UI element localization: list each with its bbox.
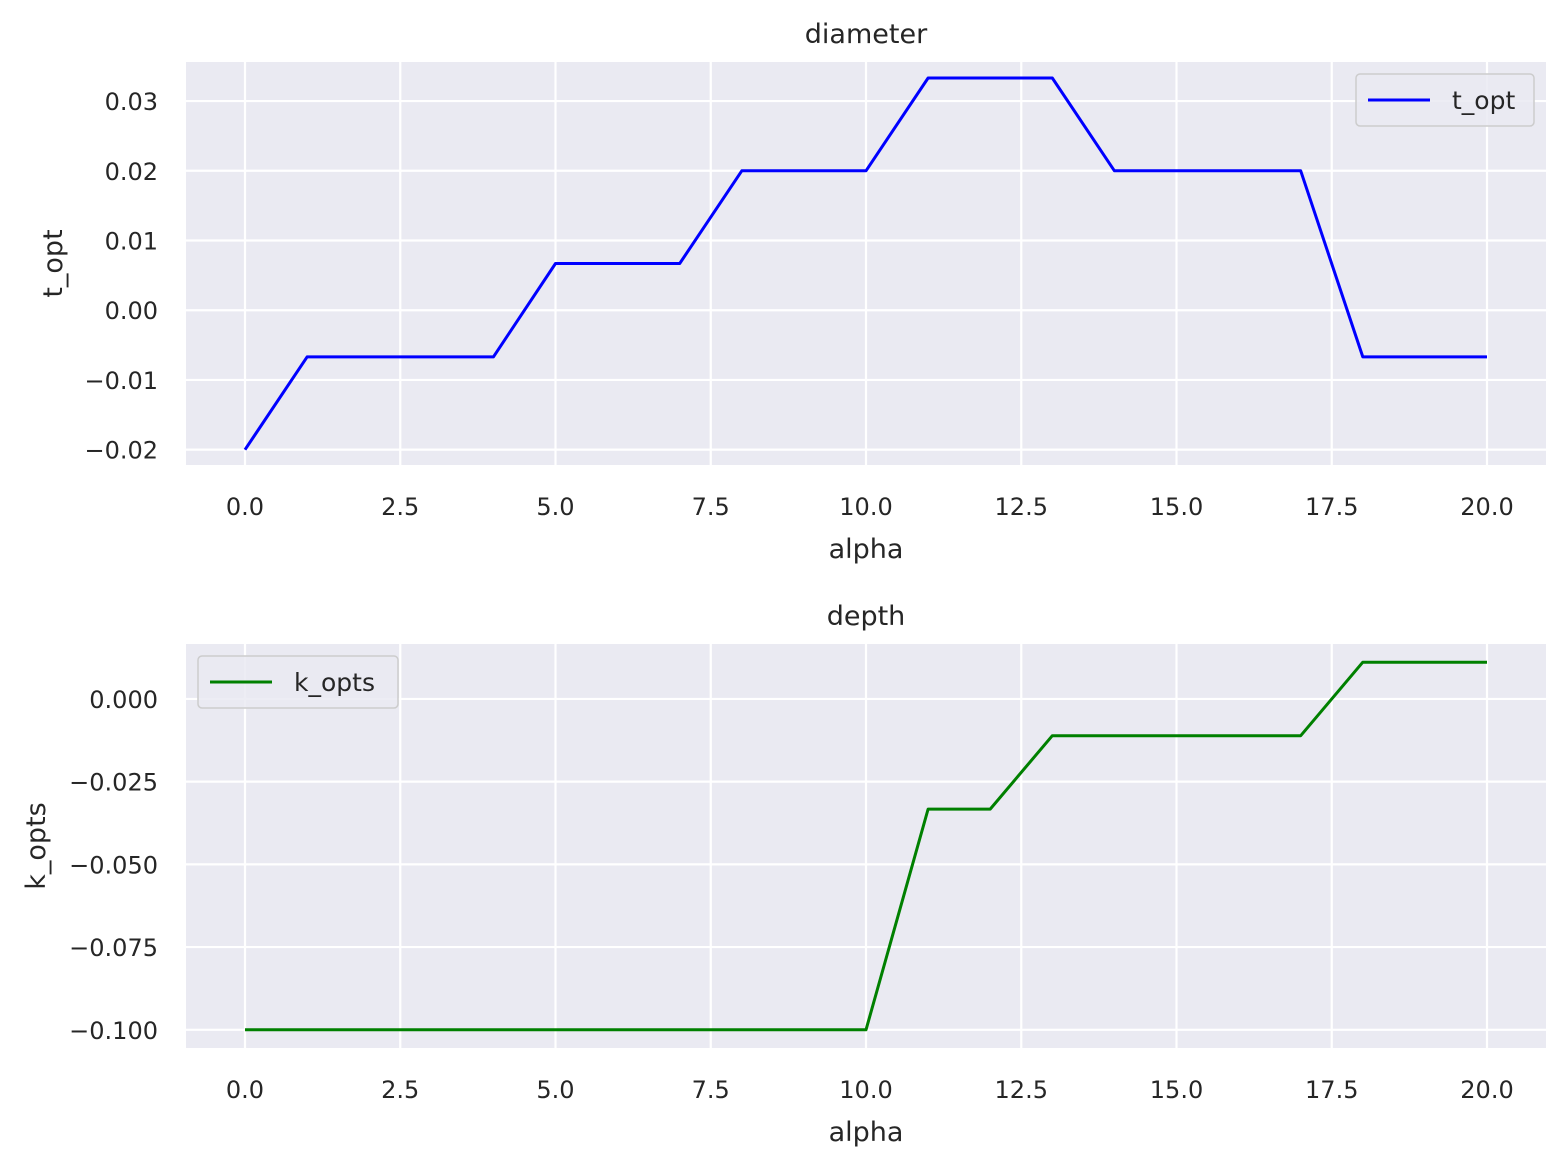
- y-tick-label: −0.050: [69, 851, 158, 879]
- x-tick-label: 5.0: [536, 1076, 574, 1104]
- x-axis-label: alpha: [829, 534, 904, 565]
- series-lines: [243, 76, 1487, 451]
- chart-title: diameter: [805, 19, 928, 50]
- series-lines: [245, 660, 1487, 1032]
- legend-box: [1355, 73, 1535, 127]
- x-tick-label: 12.5: [995, 1076, 1048, 1104]
- x-axis-label: alpha: [829, 1117, 904, 1148]
- x-tick-label: 10.0: [839, 493, 892, 521]
- y-tick-label: 0.02: [105, 158, 158, 186]
- x-tick-label: 17.5: [1305, 1076, 1358, 1104]
- y-tick-label: 0.01: [105, 227, 158, 255]
- y-tick-labels: −0.02 −0.01 0.00 0.01 0.02 0.03: [84, 88, 158, 465]
- x-tick-label: 2.5: [381, 1076, 419, 1104]
- y-axis-label: t_opt: [38, 229, 69, 297]
- legend-box: [197, 655, 399, 709]
- series-line: [243, 76, 1487, 451]
- y-tick-label: −0.01: [84, 367, 158, 395]
- grid-lines: [186, 644, 1546, 1048]
- x-tick-label: 20.0: [1460, 1076, 1513, 1104]
- y-tick-label: 0.000: [89, 686, 158, 714]
- x-tick-labels: 0.0 2.5 5.0 7.5 10.0 12.5 15.0 17.5 20.0: [226, 493, 1514, 521]
- y-tick-label: 0.00: [105, 297, 158, 325]
- x-tick-labels: 0.0 2.5 5.0 7.5 10.0 12.5 15.0 17.5 20.0: [226, 1076, 1514, 1104]
- legend: k_opts: [197, 655, 399, 709]
- x-tick-label: 5.0: [536, 493, 574, 521]
- subplot-depth: 0.0 2.5 5.0 7.5 10.0 12.5 15.0 17.5 20.0 −0.100−…: [21, 601, 1546, 1148]
- y-tick-label: −0.075: [69, 934, 158, 962]
- x-tick-label: 2.5: [381, 493, 419, 521]
- x-tick-label: 12.5: [995, 493, 1048, 521]
- chart-title: depth: [827, 601, 906, 632]
- y-tick-label: −0.025: [69, 769, 158, 797]
- legend: t_opt: [1355, 73, 1535, 127]
- x-tick-label: 7.5: [692, 1076, 730, 1104]
- y-tick-label: −0.100: [69, 1017, 158, 1045]
- legend-label: t_opt: [1452, 86, 1515, 115]
- y-tick-label: −0.02: [84, 437, 158, 465]
- y-tick-label: 0.03: [105, 88, 158, 116]
- x-tick-label: 10.0: [839, 1076, 892, 1104]
- x-tick-label: 0.0: [226, 1076, 264, 1104]
- subplot-diameter: 0.0 2.5 5.0 7.5 10.0 12.5 15.0 17.5 20.0 −0.02−0…: [38, 19, 1546, 565]
- x-tick-label: 20.0: [1460, 493, 1513, 521]
- y-tick-labels: −0.100 −0.075 −0.050 −0.025 0.000: [69, 686, 158, 1045]
- legend-label: k_opts: [294, 668, 375, 697]
- series-line: [245, 660, 1487, 1032]
- x-tick-label: 17.5: [1305, 493, 1358, 521]
- x-tick-label: 15.0: [1150, 1076, 1203, 1104]
- x-tick-label: 0.0: [226, 493, 264, 521]
- y-axis-label: k_opts: [21, 802, 52, 889]
- x-tick-label: 15.0: [1150, 493, 1203, 521]
- x-tick-label: 7.5: [692, 493, 730, 521]
